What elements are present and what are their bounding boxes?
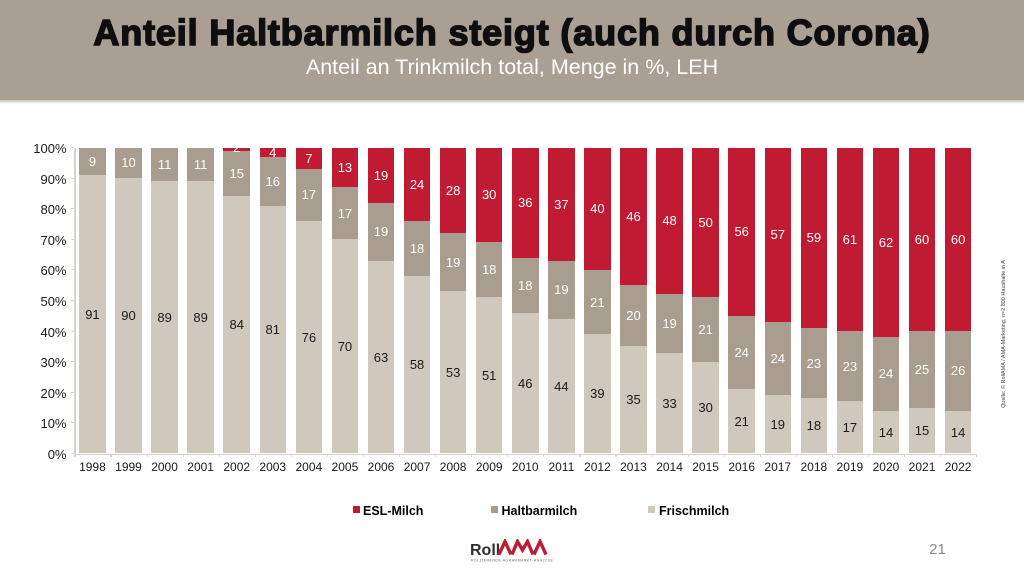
svg-text:ROLLIERENDE AGRARMARKT-ANALYSE: ROLLIERENDE AGRARMARKT-ANALYSE [471, 559, 553, 563]
svg-text:Roll: Roll [470, 542, 500, 559]
